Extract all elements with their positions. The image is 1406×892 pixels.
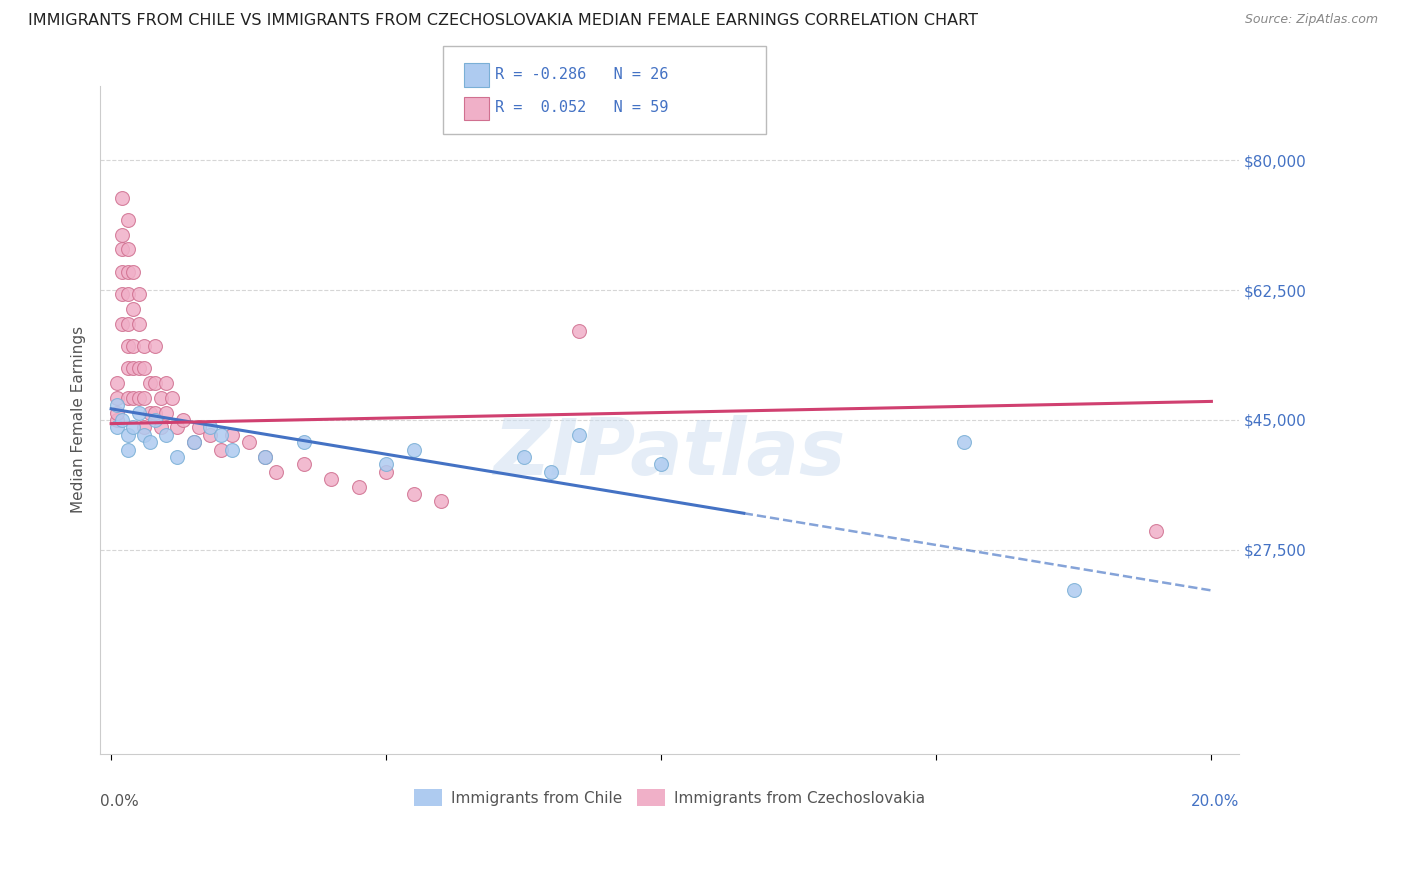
Text: R = -0.286   N = 26: R = -0.286 N = 26: [495, 67, 668, 81]
Point: [122, 420, 145, 434]
Point: [122, 361, 145, 376]
Text: R =  0.052   N = 59: R = 0.052 N = 59: [495, 101, 668, 115]
Point: [117, 317, 139, 331]
Point: [143, 413, 166, 427]
Point: [155, 376, 177, 390]
Point: [128, 317, 150, 331]
Point: [166, 420, 188, 434]
Point: [1144, 524, 1167, 538]
Point: [166, 450, 188, 464]
Point: [105, 398, 128, 412]
Point: [117, 361, 139, 376]
Point: [128, 287, 150, 301]
Point: [128, 361, 150, 376]
Point: [540, 465, 562, 479]
Point: [117, 287, 139, 301]
Point: [650, 458, 672, 472]
Point: [254, 450, 277, 464]
Point: [155, 405, 177, 419]
Point: [134, 427, 156, 442]
Point: [375, 458, 398, 472]
Point: [375, 465, 398, 479]
Point: [105, 420, 128, 434]
Point: [105, 391, 128, 405]
Text: ZIPatlas: ZIPatlas: [494, 416, 845, 491]
Point: [134, 391, 156, 405]
Point: [134, 361, 156, 376]
Point: [111, 317, 134, 331]
Point: [122, 339, 145, 353]
Point: [254, 450, 277, 464]
Point: [292, 435, 315, 450]
Point: [188, 420, 211, 434]
Point: [128, 391, 150, 405]
Point: [111, 227, 134, 242]
Text: IMMIGRANTS FROM CHILE VS IMMIGRANTS FROM CZECHOSLOVAKIA MEDIAN FEMALE EARNINGS C: IMMIGRANTS FROM CHILE VS IMMIGRANTS FROM…: [28, 13, 979, 29]
Point: [402, 487, 425, 501]
Point: [155, 427, 177, 442]
Text: 0.0%: 0.0%: [100, 794, 139, 808]
Point: [122, 265, 145, 279]
Point: [143, 339, 166, 353]
Point: [292, 458, 315, 472]
Point: [105, 413, 128, 427]
Point: [172, 413, 194, 427]
Point: [117, 265, 139, 279]
Point: [160, 391, 183, 405]
Point: [264, 465, 287, 479]
Point: [111, 413, 134, 427]
Point: [149, 420, 172, 434]
Point: [105, 376, 128, 390]
Point: [183, 435, 205, 450]
Point: [117, 243, 139, 257]
Point: [568, 324, 591, 338]
Point: [953, 435, 976, 450]
Point: [149, 391, 172, 405]
Point: [134, 420, 156, 434]
Point: [143, 376, 166, 390]
Point: [238, 435, 260, 450]
Point: [221, 442, 243, 457]
Point: [138, 405, 160, 419]
Legend: Immigrants from Chile, Immigrants from Czechoslovakia: Immigrants from Chile, Immigrants from C…: [408, 782, 931, 813]
Point: [111, 265, 134, 279]
Point: [209, 442, 232, 457]
Point: [402, 442, 425, 457]
Point: [347, 480, 370, 494]
Y-axis label: Median Female Earnings: Median Female Earnings: [72, 326, 86, 514]
Point: [122, 301, 145, 316]
Text: Source: ZipAtlas.com: Source: ZipAtlas.com: [1244, 13, 1378, 27]
Point: [512, 450, 534, 464]
Point: [117, 339, 139, 353]
Point: [122, 391, 145, 405]
Point: [117, 212, 139, 227]
Point: [221, 427, 243, 442]
Point: [209, 427, 232, 442]
Point: [198, 420, 221, 434]
Point: [117, 442, 139, 457]
Text: 20.0%: 20.0%: [1191, 794, 1239, 808]
Point: [138, 376, 160, 390]
Point: [134, 339, 156, 353]
Point: [105, 405, 128, 419]
Point: [111, 190, 134, 204]
Point: [183, 435, 205, 450]
Point: [128, 405, 150, 419]
Point: [111, 243, 134, 257]
Point: [117, 427, 139, 442]
Point: [321, 472, 343, 486]
Point: [430, 494, 453, 508]
Point: [198, 427, 221, 442]
Point: [1063, 583, 1085, 598]
Point: [138, 435, 160, 450]
Point: [117, 391, 139, 405]
Point: [143, 405, 166, 419]
Point: [111, 287, 134, 301]
Point: [568, 427, 591, 442]
